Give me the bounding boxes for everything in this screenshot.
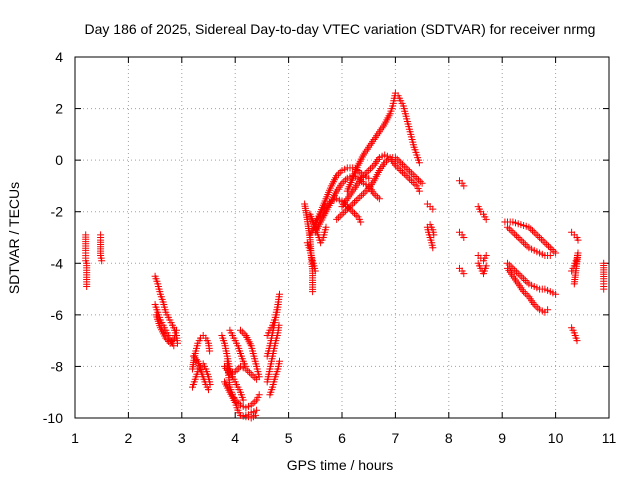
x-tick-label: 3: [178, 430, 186, 446]
y-tick-label: -8: [51, 358, 64, 374]
y-tick-label: 0: [55, 152, 63, 168]
x-tick-label: 7: [392, 430, 400, 446]
y-tick-label: 2: [55, 101, 63, 117]
y-tick-label: -6: [51, 307, 64, 323]
x-tick-label: 4: [231, 430, 239, 446]
x-tick-label: 1: [71, 430, 79, 446]
grid-lines: [75, 57, 609, 418]
x-axis-label: GPS time / hours: [287, 457, 394, 473]
x-tick-label: 10: [548, 430, 564, 446]
y-axis: -10 -8 -6 -4 -2 0 2 4: [43, 49, 609, 426]
y-tick-label: 4: [55, 49, 63, 65]
x-tick-label: 5: [285, 430, 293, 446]
y-tick-label: -2: [51, 204, 64, 220]
y-tick-label: -10: [43, 410, 63, 426]
y-tick-label: -4: [51, 255, 64, 271]
data-points: [82, 89, 608, 422]
chart-title: Day 186 of 2025, Sidereal Day-to-day VTE…: [85, 21, 596, 37]
x-tick-label: 2: [125, 430, 133, 446]
x-tick-label: 6: [338, 430, 346, 446]
y-axis-label: SDTVAR / TECUs: [6, 182, 22, 294]
x-tick-label: 8: [445, 430, 453, 446]
x-tick-label: 11: [602, 430, 617, 446]
data-point-markers: [82, 89, 608, 422]
x-axis: 1 2 3 4 5 6 7 8 9 10 11: [71, 57, 616, 446]
x-tick-label: 9: [498, 430, 506, 446]
